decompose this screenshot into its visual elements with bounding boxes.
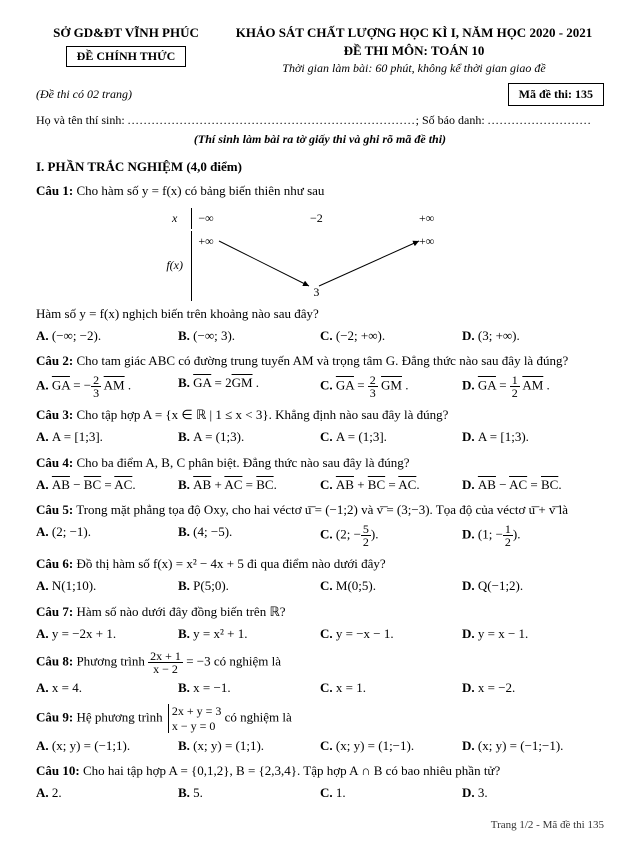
official-badge: ĐỀ CHÍNH THỨC: [66, 46, 187, 67]
variation-table: x −∞ −2 +∞ f(x) +∞ +∞ 3: [156, 206, 440, 303]
exam-code: Mã đề thi: 135: [508, 83, 604, 106]
department: SỞ GD&ĐT VĨNH PHÚC: [36, 24, 216, 42]
candidate-info: Họ và tên thí sinh: ....................…: [36, 112, 604, 129]
q1-B: (−∞; 3).: [193, 328, 235, 343]
question-2: Câu 2: Cho tam giác ABC có đường trung t…: [36, 352, 604, 400]
exam-title-2: ĐỀ THI MÔN: TOÁN 10: [224, 42, 604, 60]
instruction: (Thí sinh làm bài ra tờ giấy thi và ghi …: [36, 131, 604, 148]
question-4: Câu 4: Cho ba điểm A, B, C phân biệt. Đẳ…: [36, 454, 604, 495]
variation-arrows: [194, 231, 434, 301]
vt-xinfR: +∞: [378, 208, 438, 229]
q2-text: Cho tam giác ABC có đường trung tuyến AM…: [73, 353, 568, 368]
q1-after: Hàm số y = f(x) nghịch biến trên khoảng …: [36, 305, 604, 323]
q2A-lhs: GA: [52, 378, 70, 393]
q2-label: Câu 2:: [36, 353, 73, 368]
q1-text: Cho hàm số y = f(x) có bảng biến thiên n…: [73, 183, 324, 198]
name-dots: ........................................…: [128, 113, 416, 127]
equation-system: 2x + y = 3 x − y = 0: [168, 704, 222, 733]
question-1: Câu 1: Cho hàm số y = f(x) có bảng biến …: [36, 182, 604, 346]
page-header: SỞ GD&ĐT VĨNH PHÚC ĐỀ CHÍNH THỨC KHẢO SÁ…: [36, 24, 604, 77]
question-6: Câu 6: Đồ thị hàm số f(x) = x² − 4x + 5 …: [36, 555, 604, 596]
name-label: Họ và tên thí sinh:: [36, 113, 128, 127]
vt-x: x: [158, 208, 192, 229]
question-7: Câu 7: Hàm số nào dưới đây đồng biến trê…: [36, 603, 604, 644]
q1-C: (−2; +∞).: [336, 328, 385, 343]
question-8: Câu 8: Phương trình 2x + 1x − 2 = −3 có …: [36, 650, 604, 698]
question-3: Câu 3: Cho tập hợp A = {x ∈ ℝ | 1 ≤ x < …: [36, 406, 604, 447]
code-row: (Đề thi có 02 trang) Mã đề thi: 135: [36, 83, 604, 106]
sbd-label: ; Số báo danh:: [416, 113, 488, 127]
pages-note: (Đề thi có 02 trang): [36, 86, 508, 103]
sbd-dots: ..........................: [488, 113, 592, 127]
time-note: Thời gian làm bài: 60 phút, không kể thờ…: [224, 60, 604, 77]
question-9: Câu 9: Hệ phương trình 2x + y = 3 x − y …: [36, 704, 604, 756]
q1-D: (3; +∞).: [478, 328, 520, 343]
question-10: Câu 10: Cho hai tập hợp A = {0,1,2}, B =…: [36, 762, 604, 803]
question-5: Câu 5: Trong mặt phẳng tọa độ Oxy, cho h…: [36, 501, 604, 549]
section-1-title: I. PHẦN TRẮC NGHIỆM (4,0 điểm): [36, 158, 604, 176]
vt-fx: f(x): [158, 231, 192, 301]
q1-label: Câu 1:: [36, 183, 73, 198]
exam-title-1: KHẢO SÁT CHẤT LƯỢNG HỌC KÌ I, NĂM HỌC 20…: [224, 24, 604, 42]
q2A-rhs: AM: [104, 378, 125, 393]
vt-xinfL: −∞: [194, 208, 254, 229]
q1-A: (−∞; −2).: [52, 328, 101, 343]
vt-x2: −2: [256, 208, 376, 229]
